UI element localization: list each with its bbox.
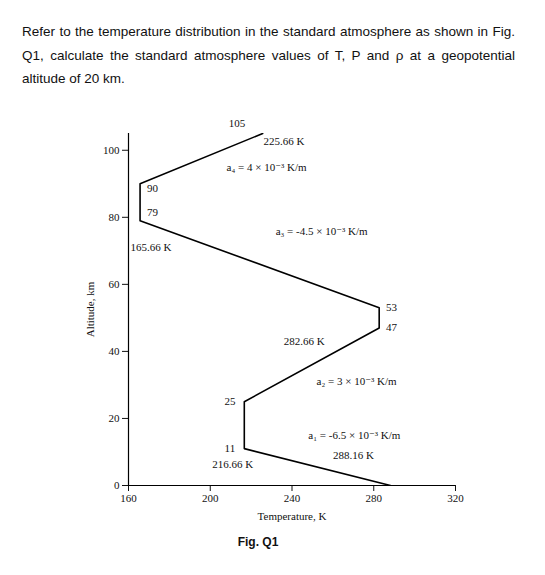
- svg-text:80: 80: [109, 211, 121, 223]
- html-text:Fig. Q1: Fig. Q1: [237, 535, 279, 549]
- svg-text:100: 100: [103, 144, 120, 156]
- svg-text:90: 90: [147, 182, 159, 194]
- svg-text:Temperature, K: Temperature, K: [258, 510, 327, 522]
- html-text:Refer to the temperature distr: Refer to the temperature distribution in…: [22, 24, 515, 86]
- svg-text:282.66 K: 282.66 K: [284, 335, 325, 347]
- svg-text:53: 53: [386, 301, 398, 313]
- svg-text:200: 200: [202, 492, 219, 504]
- svg-text:a₄ = 4 × 10⁻³ K/m: a₄ = 4 × 10⁻³ K/m: [227, 161, 307, 173]
- svg-text:20: 20: [109, 412, 121, 424]
- svg-text:280: 280: [366, 492, 383, 504]
- svg-text:a₂ = 3 × 10⁻³ K/m: a₂ = 3 × 10⁻³ K/m: [317, 375, 397, 387]
- svg-text:Altitude, km: Altitude, km: [84, 281, 96, 337]
- svg-text:a₁ = -6.5 × 10⁻³ K/m: a₁ = -6.5 × 10⁻³ K/m: [308, 429, 400, 441]
- svg-text:40: 40: [109, 345, 121, 357]
- svg-text:216.66 K: 216.66 K: [212, 458, 253, 470]
- svg-text:165.66 K: 165.66 K: [131, 241, 172, 253]
- svg-text:47: 47: [386, 321, 398, 333]
- svg-text:0: 0: [114, 479, 120, 491]
- svg-text:105: 105: [229, 117, 246, 129]
- svg-text:288.16 K: 288.16 K: [333, 449, 374, 461]
- svg-text:a₃ = -4.5 × 10⁻³ K/m: a₃ = -4.5 × 10⁻³ K/m: [276, 225, 368, 237]
- svg-text:160: 160: [120, 492, 137, 504]
- svg-text:240: 240: [284, 492, 301, 504]
- svg-text:11: 11: [225, 442, 236, 454]
- svg-text:60: 60: [109, 278, 121, 290]
- svg-text:79: 79: [147, 206, 159, 218]
- svg-text:320: 320: [447, 492, 464, 504]
- svg-text:225.66 K: 225.66 K: [263, 135, 304, 147]
- svg-text:25: 25: [225, 395, 237, 407]
